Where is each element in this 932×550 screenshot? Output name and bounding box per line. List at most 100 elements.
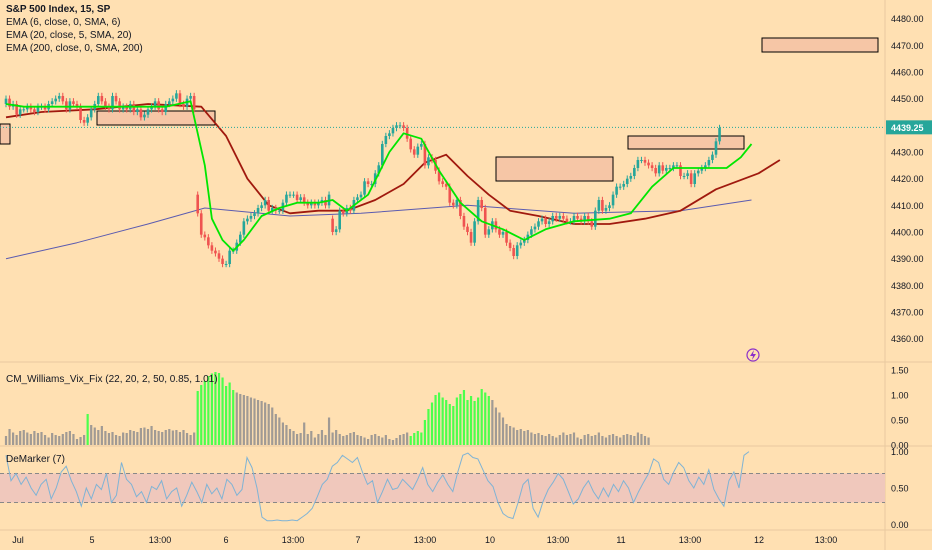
- demarker-layer: [0, 451, 885, 522]
- candle-body: [693, 173, 696, 184]
- candle-body: [164, 104, 168, 112]
- vix-bar: [8, 429, 11, 445]
- time-tick: 13:00: [149, 535, 172, 545]
- vix-bar: [58, 436, 61, 445]
- candle-body: [61, 96, 65, 102]
- candle-body: [356, 197, 359, 200]
- ema200-layer: [5, 199, 752, 260]
- candle-body: [228, 250, 231, 264]
- vix-bar: [537, 433, 540, 445]
- vix-bar: [331, 432, 334, 445]
- vix-bar: [370, 435, 373, 445]
- candle-body: [256, 208, 260, 214]
- ema6-layer: [5, 100, 753, 252]
- vix-bar: [292, 431, 295, 445]
- vix-bar: [629, 435, 632, 445]
- candle-body: [562, 216, 565, 219]
- candle-body: [33, 109, 36, 112]
- vix-bar: [377, 436, 380, 445]
- vix-bar: [324, 435, 327, 445]
- candle-body: [476, 200, 480, 222]
- vix-bar: [484, 392, 487, 445]
- vix-bar: [615, 436, 618, 445]
- vix-bar: [210, 373, 213, 445]
- vix-bar: [448, 404, 451, 445]
- vix-bar: [327, 417, 331, 445]
- candle-body: [441, 181, 444, 184]
- candle-body: [551, 216, 554, 222]
- vix-bar: [580, 439, 583, 445]
- vix-bar: [406, 432, 409, 445]
- vix-bar: [384, 435, 387, 445]
- candle-body: [384, 136, 388, 144]
- candle-body: [203, 234, 207, 238]
- vix-bar: [104, 431, 107, 445]
- candle-body: [57, 96, 61, 99]
- vix-bar: [576, 437, 579, 445]
- candle-body: [512, 248, 515, 256]
- vix-fix-bars: [4, 372, 650, 445]
- vix-bar: [491, 400, 494, 445]
- price-tick: 4390.00: [891, 254, 924, 264]
- vix-bar: [185, 433, 189, 445]
- candle-body: [334, 229, 338, 232]
- vix-bar: [225, 386, 228, 445]
- vix-bar: [611, 434, 615, 445]
- candle-body: [718, 128, 721, 142]
- candle-body: [618, 186, 622, 188]
- candle-body: [100, 96, 104, 102]
- price-tick: 4370.00: [891, 308, 924, 318]
- legend-main: S&P 500 Index, 15, SP EMA (6, close, 0, …: [6, 3, 143, 55]
- candle-body: [146, 109, 150, 115]
- last-price-value: 4439.25: [891, 123, 924, 133]
- candle-body: [246, 218, 249, 222]
- vix-bar: [111, 432, 114, 445]
- vix-bar: [317, 434, 320, 445]
- price-tick: 4420.00: [891, 174, 924, 184]
- candle-body: [437, 170, 441, 182]
- vix-bar: [526, 430, 529, 445]
- candle-body: [686, 173, 689, 176]
- candle-body: [199, 213, 203, 235]
- candle-body: [192, 96, 196, 110]
- candle-body: [104, 101, 107, 107]
- vix-bar: [359, 436, 363, 445]
- candle-body: [466, 226, 469, 232]
- candle-body: [533, 226, 537, 230]
- candle-body: [654, 168, 657, 174]
- candle-body: [363, 181, 366, 195]
- candle-body: [75, 104, 79, 107]
- time-tick: Jul: [12, 535, 24, 545]
- vix-bar: [200, 385, 203, 445]
- candle-body: [594, 210, 597, 227]
- candle-body: [136, 109, 139, 112]
- candle-body: [68, 101, 72, 110]
- candle-body: [288, 194, 292, 196]
- vix-bar: [93, 427, 96, 445]
- vix-bar: [402, 434, 405, 445]
- vix-bar: [264, 402, 267, 445]
- vix-bar: [136, 432, 139, 445]
- time-tick: 13:00: [679, 535, 702, 545]
- vix-bar: [217, 373, 221, 445]
- vix-bar: [97, 430, 100, 445]
- candle-body: [679, 165, 682, 176]
- vix-bar: [430, 402, 434, 445]
- time-tick: 13:00: [282, 535, 305, 545]
- vix-bar: [512, 427, 515, 445]
- time-tick: 10: [485, 535, 495, 545]
- candle-body: [341, 210, 345, 214]
- vix-bar: [33, 431, 36, 445]
- candle-body: [317, 202, 320, 206]
- vix-bar: [398, 435, 402, 445]
- vix-bar: [146, 429, 150, 445]
- candle-body: [601, 200, 604, 211]
- candle-body: [427, 157, 430, 166]
- vix-bar: [285, 425, 288, 445]
- demarker-tick: 0.00: [891, 520, 909, 530]
- candle-body: [107, 106, 111, 110]
- candle-body: [15, 104, 18, 115]
- candle-body: [416, 146, 420, 155]
